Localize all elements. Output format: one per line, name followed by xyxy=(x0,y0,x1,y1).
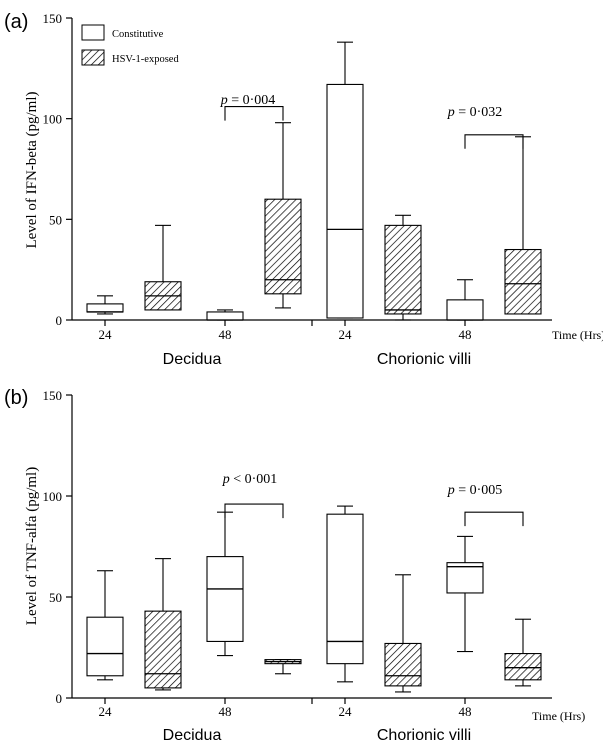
panel-label-a: (a) xyxy=(4,11,28,33)
box-plot xyxy=(144,558,182,691)
y-axis-b: 0 50 100 150 xyxy=(43,388,73,706)
group-label-chorionic-villi: Chorionic villi xyxy=(377,351,471,368)
significance-brackets-a xyxy=(224,106,524,149)
significance-bracket xyxy=(464,134,524,149)
box-plot xyxy=(206,511,244,657)
legend: Constitutive HSV-1-exposed xyxy=(81,24,179,66)
box-plot xyxy=(264,122,302,309)
y-tick-label: 100 xyxy=(43,489,63,504)
p-value-annotation: p = 0·032 xyxy=(447,105,503,120)
box-iqr xyxy=(206,311,244,321)
box-plot xyxy=(384,214,422,321)
box-iqr xyxy=(206,556,244,642)
significance-bracket xyxy=(224,503,284,519)
y-tick-label: 0 xyxy=(56,691,63,706)
panel-a: (a) Level of IFN-beta (pg/ml) 050100150 … xyxy=(4,11,603,368)
x-tick-label: 48 xyxy=(219,327,232,342)
box-iqr xyxy=(264,198,302,295)
box-plot xyxy=(86,295,124,315)
box-plot xyxy=(144,224,182,311)
boxes-a xyxy=(86,41,542,321)
box-iqr xyxy=(384,224,422,315)
x-tick-label: 48 xyxy=(459,704,472,719)
x-tick-label: 24 xyxy=(339,704,353,719)
box-plot xyxy=(504,618,542,687)
box-plot xyxy=(446,535,484,653)
significance-brackets-b xyxy=(224,503,524,527)
box-iqr xyxy=(446,299,484,321)
y-tick-label: 150 xyxy=(43,11,63,26)
y-tick-label: 0 xyxy=(56,313,63,328)
box-plot xyxy=(384,574,422,693)
panel-b: (b) Level of TNF-alfa (pg/ml) 050100150 … xyxy=(4,387,585,744)
box-iqr xyxy=(86,616,124,677)
y-tick-label: 50 xyxy=(49,212,62,227)
legend-label-hsv1: HSV-1-exposed xyxy=(112,54,179,65)
box-iqr xyxy=(326,83,364,319)
y-tick-label: 100 xyxy=(43,112,63,127)
box-plot xyxy=(504,136,542,315)
p-value-annotation: p < 0·001 xyxy=(222,472,278,487)
y-axis-a: 0 50 100 150 xyxy=(43,11,73,328)
legend-label-constitutive: Constitutive xyxy=(112,29,164,40)
box-iqr xyxy=(504,248,542,315)
box-iqr xyxy=(446,562,484,594)
y-axis-label-b: Level of TNF-alfa (pg/ml) xyxy=(24,467,40,625)
x-axis-unit-label: Time (Hrs) xyxy=(552,328,603,342)
x-tick-label: 24 xyxy=(339,327,353,342)
box-plot xyxy=(326,41,364,319)
x-axis-ticks-a xyxy=(104,320,466,326)
y-tick-label: 150 xyxy=(43,388,63,403)
x-axis-ticks-b xyxy=(104,698,466,704)
p-value-annotation: p = 0·005 xyxy=(447,483,503,498)
x-tick-label: 24 xyxy=(99,327,113,342)
box-plot xyxy=(86,570,124,681)
y-axis-label-a: Level of IFN-beta (pg/ml) xyxy=(24,91,40,248)
x-axis-unit-label: Time (Hrs) xyxy=(532,709,585,723)
boxes-b xyxy=(86,505,542,693)
p-value-annotation: p = 0·004 xyxy=(220,93,276,108)
box-iqr xyxy=(326,513,364,665)
box-iqr xyxy=(144,610,182,689)
box-plot xyxy=(206,309,244,321)
box-plot xyxy=(326,505,364,683)
x-tick-label: 48 xyxy=(219,704,232,719)
significance-bracket xyxy=(224,106,284,121)
y-tick-label: 50 xyxy=(49,590,62,605)
box-iqr xyxy=(86,303,124,313)
x-tick-label: 24 xyxy=(99,704,113,719)
panel-label-b: (b) xyxy=(4,387,28,409)
x-tick-label: 48 xyxy=(459,327,472,342)
significance-bracket xyxy=(464,511,524,527)
box-plot xyxy=(446,279,484,321)
legend-swatch-hsv1 xyxy=(81,49,105,66)
group-label-decidua: Decidua xyxy=(163,727,222,744)
legend-swatch-constitutive xyxy=(81,24,105,41)
box-iqr xyxy=(384,642,422,687)
group-label-decidua: Decidua xyxy=(163,351,222,368)
box-plot xyxy=(264,659,302,675)
box-iqr xyxy=(504,653,542,681)
group-label-chorionic-villi: Chorionic villi xyxy=(377,727,471,744)
